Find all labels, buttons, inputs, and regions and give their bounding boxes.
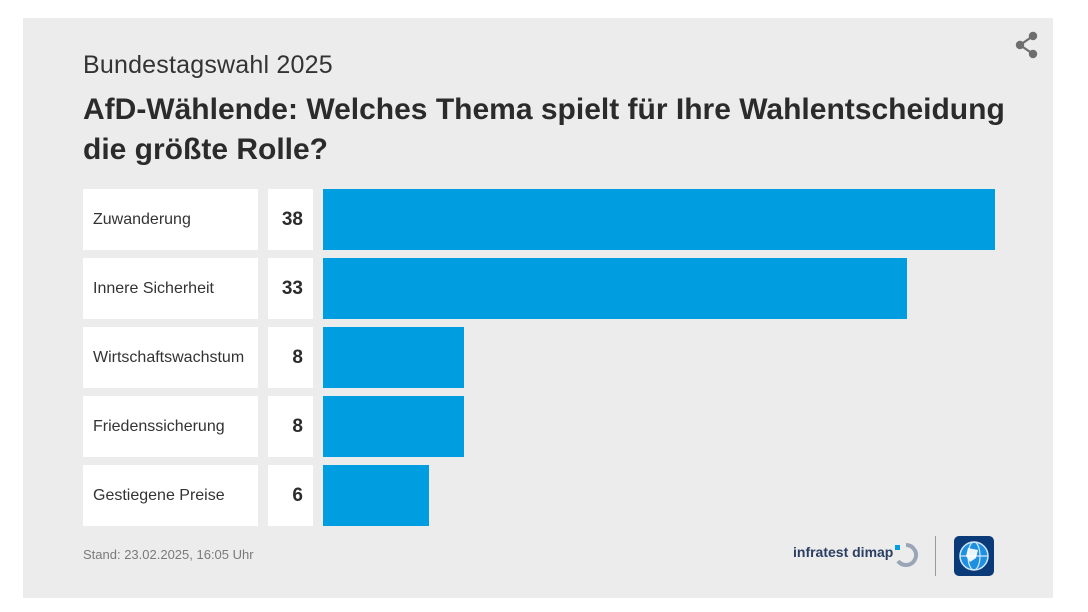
value-label: 8	[268, 396, 313, 457]
value-label: 8	[268, 327, 313, 388]
chart-row: Friedenssicherung 8	[83, 396, 1003, 457]
chart-overline: Bundestagswahl 2025	[83, 51, 333, 79]
bar	[323, 189, 995, 250]
category-label: Innere Sicherheit	[83, 258, 258, 319]
chart-row: Gestiegene Preise 6	[83, 465, 1003, 526]
infratest-dimap-logo	[895, 543, 918, 567]
bar	[323, 327, 464, 388]
category-label: Wirtschaftswachstum	[83, 327, 258, 388]
brand-name: infratest dimap	[793, 544, 894, 560]
bar	[323, 396, 464, 457]
chart-row: Zuwanderung 38	[83, 189, 1003, 250]
chart-row: Wirtschaftswachstum 8	[83, 327, 1003, 388]
chart-title: AfD-Wählende: Welches Thema spielt für I…	[83, 93, 1005, 166]
bar	[323, 258, 907, 319]
footer-date: Stand: 23.02.2025, 16:05 Uhr	[83, 547, 254, 562]
share-icon[interactable]	[1013, 31, 1041, 59]
bar	[323, 465, 429, 526]
chart-card: Bundestagswahl 2025 AfD-Wählende: Welche…	[23, 18, 1053, 598]
value-label: 6	[268, 465, 313, 526]
bar-chart: Zuwanderung 38 Innere Sicherheit 33 Wirtscha…	[83, 189, 1003, 526]
value-label: 33	[268, 258, 313, 319]
footer-divider	[935, 536, 936, 576]
category-label: Friedenssicherung	[83, 396, 258, 457]
tagesschau-globe-logo	[954, 536, 994, 576]
category-label: Gestiegene Preise	[83, 465, 258, 526]
category-label: Zuwanderung	[83, 189, 258, 250]
chart-row: Innere Sicherheit 33	[83, 258, 1003, 319]
value-label: 38	[268, 189, 313, 250]
